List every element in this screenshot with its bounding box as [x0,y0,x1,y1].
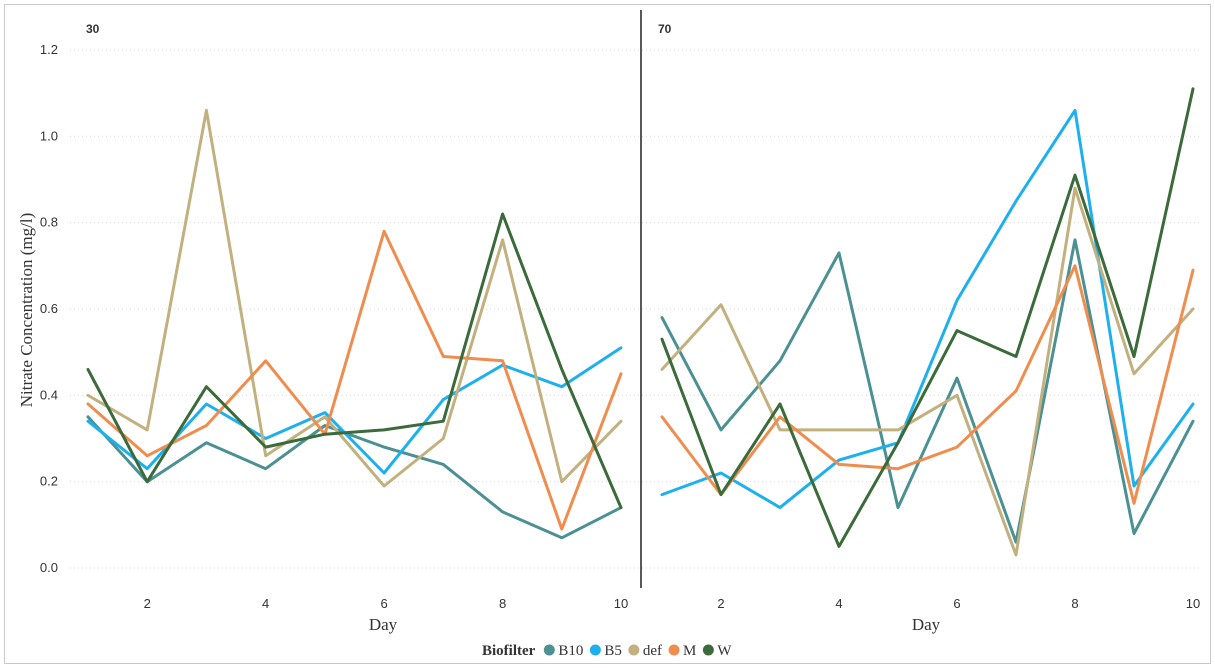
series-line-b5 [86,346,623,475]
legend-item-b5: B5 [589,643,622,659]
y-tick-label: 1.0 [40,128,58,143]
legend-marker [543,644,555,656]
y-tick-label: 1.2 [40,42,58,57]
legend-item-m: M [668,643,696,659]
legend-label: def [643,643,662,659]
series-line-b10 [86,415,623,540]
series-line-def [86,108,623,488]
legend-item-w: W [702,643,732,659]
panel-70: 70 2 4 6 8 10 Day [658,22,1200,634]
x-tick-label: 6 [953,596,960,611]
series-line-m [86,229,623,531]
x-tick-label: 2 [144,596,151,611]
panel-title: 30 [86,22,100,36]
series-line-def [660,186,1195,557]
legend-marker [702,644,714,656]
panel-title: 70 [658,22,672,36]
series-line-m [660,264,1195,505]
x-tick-label: 4 [262,596,269,611]
y-tick-label: 0.0 [40,560,58,575]
x-tick-label: 6 [380,596,387,611]
y-tick-label: 0.6 [40,301,58,316]
x-tick-label: 10 [1186,596,1200,611]
series-line-w [660,87,1195,548]
legend-label: M [683,643,696,659]
grid-layer [70,49,1200,569]
legend-marker [668,644,680,656]
panels: 30 2 4 6 8 10 Day 70 2 4 6 8 10 Day [86,22,1200,634]
x-axis-title: Day [369,615,398,634]
legend-item-def: def [628,643,662,659]
series-line-b10 [660,238,1195,544]
x-tick-label: 4 [835,596,842,611]
x-tick-label: 2 [717,596,724,611]
legend-marker [589,644,601,656]
y-tick-label: 0.2 [40,474,58,489]
y-axis-title: Nitrate Concentration (mg/l) [17,213,36,408]
legend-label: W [717,643,732,659]
legend-marker [628,644,640,656]
legend-label: B5 [604,643,622,659]
x-tick-label: 8 [1071,596,1078,611]
legend-title: Biofilter [482,643,536,659]
y-axis-ticks: 0.0 0.2 0.4 0.6 0.8 1.0 1.2 [40,42,58,575]
y-tick-label: 0.4 [40,387,58,402]
legend-label: B10 [558,643,583,659]
legend: Biofilter B10 B5 def M W [482,643,732,659]
x-axis-title: Day [912,615,941,634]
legend-item-b10: B10 [543,643,583,659]
panel-30: 30 2 4 6 8 10 Day [86,22,628,634]
series-line-b5 [660,108,1195,510]
series-line-w [86,212,623,510]
x-tick-label: 10 [614,596,628,611]
x-tick-label: 8 [499,596,506,611]
y-tick-label: 0.8 [40,215,58,230]
